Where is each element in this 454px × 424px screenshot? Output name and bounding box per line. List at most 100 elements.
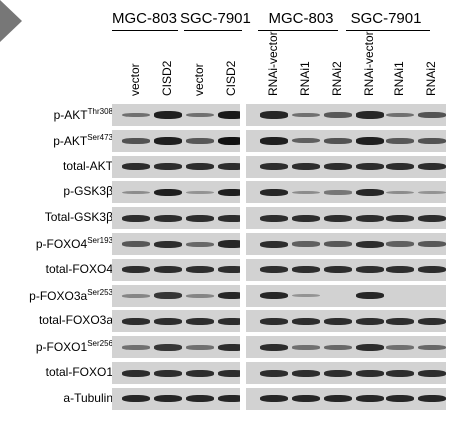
band [260, 395, 288, 403]
band [186, 344, 214, 350]
band [418, 369, 446, 377]
blot-strip [246, 207, 446, 230]
protein-site: Ser193 [87, 236, 113, 245]
band [260, 240, 288, 248]
band [122, 241, 150, 247]
band [260, 266, 288, 274]
band [356, 291, 384, 300]
band [418, 214, 446, 222]
blot-strip [112, 181, 240, 204]
blot-strip [246, 284, 446, 307]
protein-label: a-Tubulin [63, 391, 113, 405]
band [386, 317, 414, 325]
lane-label: RNAi1 [392, 61, 406, 96]
blot-strip [112, 104, 240, 126]
band [186, 138, 214, 144]
band [386, 241, 414, 247]
protein-label: p-AKTSer473 [53, 133, 113, 148]
band [122, 395, 150, 403]
group-title: MGC-803 [111, 10, 178, 27]
band [324, 369, 352, 377]
band [186, 241, 214, 247]
blot-strip [246, 387, 446, 410]
band [386, 395, 414, 403]
band [186, 317, 214, 325]
band [154, 240, 182, 248]
blot-strip [112, 362, 240, 384]
protein-name: p-FOXO3a [29, 288, 88, 303]
band [386, 344, 414, 350]
band [260, 214, 288, 222]
band [218, 395, 240, 403]
band [324, 395, 352, 403]
protein-label: p-AKTThr308 [54, 107, 113, 122]
band [324, 344, 352, 350]
band [186, 190, 214, 195]
band [356, 369, 384, 377]
band [218, 188, 240, 197]
protein-name: p-FOXO4 [35, 237, 88, 251]
band [356, 240, 384, 248]
band [122, 112, 150, 118]
lane-label: RNAi2 [330, 61, 344, 96]
band [186, 293, 214, 298]
band [418, 190, 446, 195]
band [418, 395, 446, 403]
band [154, 317, 182, 325]
protein-name: total-FOXO3a [38, 313, 113, 328]
band [260, 163, 288, 171]
band [386, 112, 414, 118]
group-title: SGC-7901 [180, 10, 251, 27]
band [122, 369, 150, 377]
band [186, 369, 214, 377]
lane-label: RNAi-vector [266, 31, 280, 96]
blot-strip [246, 129, 446, 152]
band [154, 111, 182, 119]
band [260, 369, 288, 377]
band [218, 111, 240, 119]
band [154, 343, 182, 351]
band [260, 317, 288, 325]
band [154, 266, 182, 274]
band [292, 214, 320, 222]
band [154, 163, 182, 171]
blot-strip [112, 336, 240, 359]
band [292, 138, 320, 144]
band [122, 137, 150, 144]
band [418, 266, 446, 274]
band [292, 163, 320, 171]
protein-label: Total-GSK3β [45, 210, 113, 224]
band [218, 291, 240, 300]
band [260, 343, 288, 351]
blot-strip [246, 310, 446, 333]
band [418, 137, 446, 144]
blot-strip [246, 258, 446, 281]
band [418, 163, 446, 171]
band [386, 190, 414, 195]
band [122, 344, 150, 350]
protein-name: total-FOXO1 [45, 365, 113, 379]
blot-strip [112, 284, 240, 307]
band [292, 293, 320, 298]
protein-site: Ser473 [87, 132, 113, 142]
blot-strip [246, 336, 446, 359]
band [324, 266, 352, 274]
group-underline [346, 30, 430, 31]
band [218, 136, 240, 145]
band [154, 188, 182, 197]
band [186, 214, 214, 222]
band [324, 137, 352, 144]
band [292, 317, 320, 325]
band [292, 241, 320, 247]
lane-label: RNAi1 [298, 61, 312, 96]
band [292, 344, 320, 350]
protein-label: p-FOXO4Ser193 [36, 236, 113, 251]
band [122, 214, 150, 222]
band [260, 137, 288, 145]
band [324, 112, 352, 118]
group-underline [184, 30, 242, 31]
band [356, 137, 384, 145]
band [260, 111, 288, 119]
lane-label: CISD2 [160, 60, 174, 96]
band [218, 214, 240, 222]
